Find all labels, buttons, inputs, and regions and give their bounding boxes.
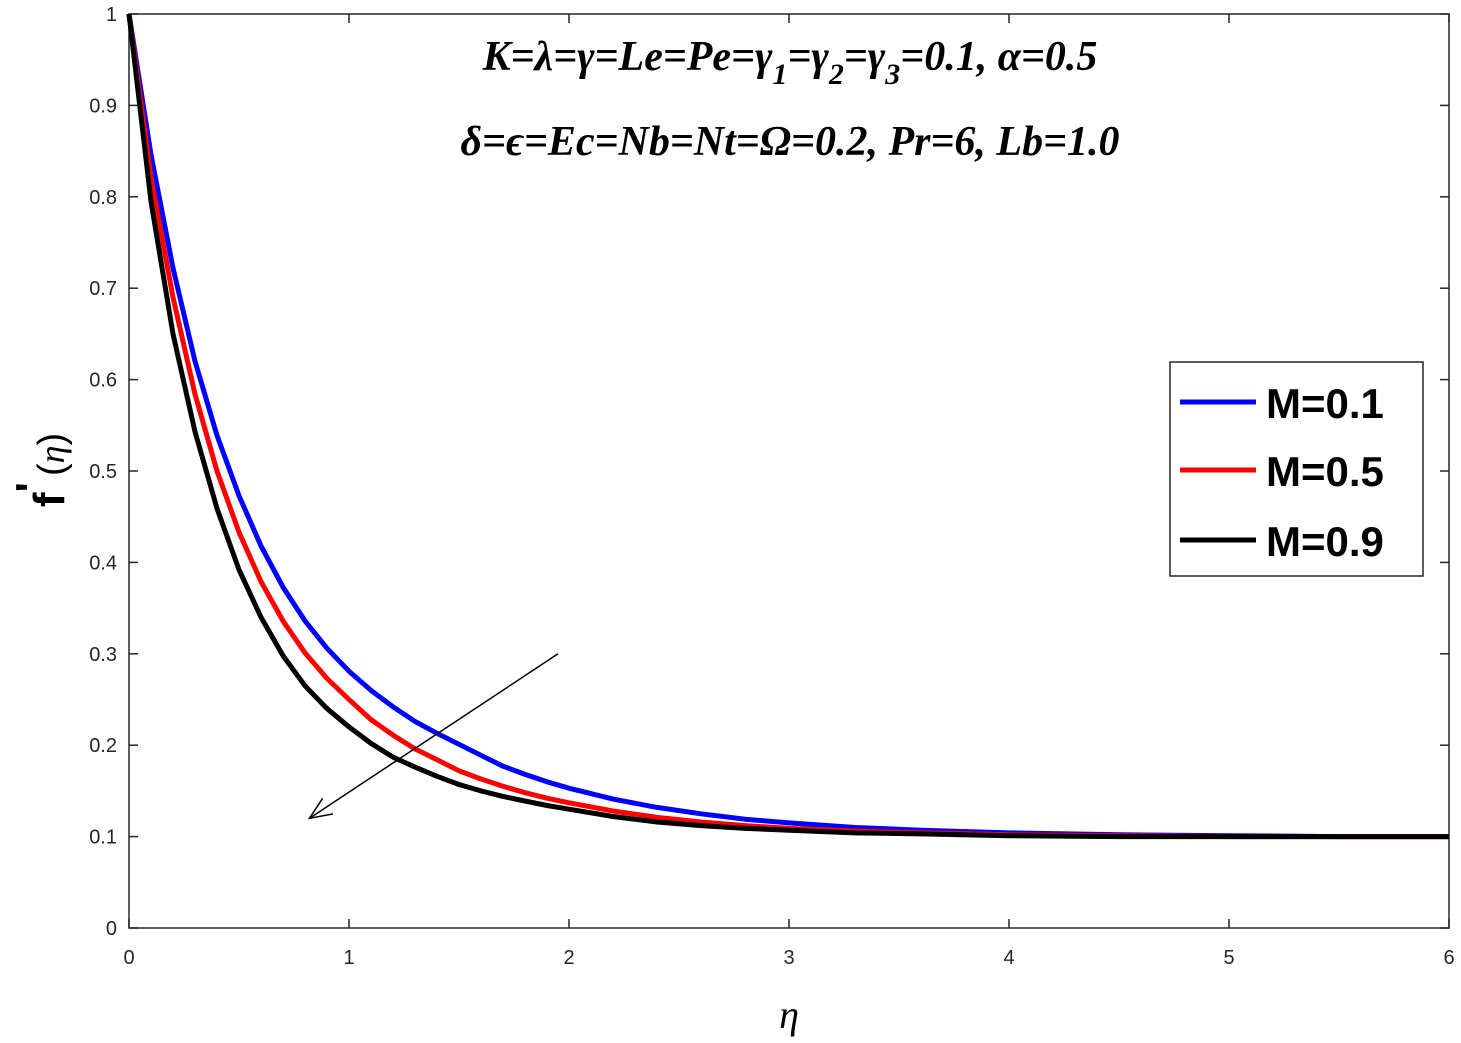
- x-tick-label-3: 3: [783, 947, 794, 969]
- parameter-annotation-line-2: δ=ϵ=Ec=Nb=Nt=Ω=0.2, Pr=6, Lb=1.0: [460, 119, 1119, 165]
- y-tick-label-0-5: 0.5: [89, 461, 117, 483]
- y-axis-label-eta: η: [32, 446, 72, 464]
- x-tick-label-4: 4: [1003, 947, 1014, 969]
- y-tick-label-1: 1: [106, 4, 117, 26]
- x-tick-label-6: 6: [1443, 947, 1454, 969]
- trend-arrow-line: [308, 653, 559, 819]
- axis-ticks: 0 1 2 3 4 5 6 0 0.1 0.2 0.3 0.4 0.5 0.6 0.7 0.8 0.9 1: [89, 4, 1454, 969]
- y-axis-label-open-paren: (: [31, 463, 73, 476]
- y-axis-label-prime: ': [7, 482, 56, 492]
- x-tick-label-1: 1: [343, 947, 354, 969]
- y-tick-label-0-2: 0.2: [89, 735, 117, 757]
- y-axis-label-text: f' (η): [7, 433, 74, 507]
- y-tick-label-0-6: 0.6: [89, 370, 117, 392]
- y-axis-label-f: f: [25, 492, 74, 507]
- y-axis-label-close-paren: ): [31, 433, 73, 446]
- y-tick-label-0: 0: [106, 918, 117, 940]
- y-axis-label: f' (η): [7, 433, 74, 507]
- trend-arrow: [307, 653, 559, 820]
- x-tick-label-2: 2: [563, 947, 574, 969]
- y-tick-label-0-9: 0.9: [89, 95, 117, 117]
- legend: M=0.1 M=0.5 M=0.9: [1169, 361, 1424, 577]
- x-tick-label-0: 0: [123, 947, 134, 969]
- series-line-m-0-9: [126, 13, 1449, 840]
- series-line-m-0-1: [126, 13, 1449, 840]
- x-tick-label-5: 5: [1223, 947, 1234, 969]
- x-axis-label: η: [779, 992, 799, 1037]
- legend-label-m-0-5: M=0.5: [1266, 448, 1384, 495]
- legend-label-m-0-9: M=0.9: [1266, 518, 1384, 565]
- y-tick-label-0-7: 0.7: [89, 278, 117, 300]
- y-tick-label-0-4: 0.4: [89, 552, 117, 574]
- legend-label-m-0-1: M=0.1: [1266, 380, 1384, 427]
- y-tick-label-0-8: 0.8: [89, 187, 117, 209]
- series-layer: [126, 13, 1449, 840]
- y-tick-label-0-3: 0.3: [89, 644, 117, 666]
- parameter-annotation-line-1: K=λ=γ=Le=Pe=γ1=γ2=γ3=0.1, α=0.5: [482, 34, 1098, 91]
- trend-arrow-head: [307, 797, 334, 820]
- y-tick-label-0-1: 0.1: [89, 827, 117, 849]
